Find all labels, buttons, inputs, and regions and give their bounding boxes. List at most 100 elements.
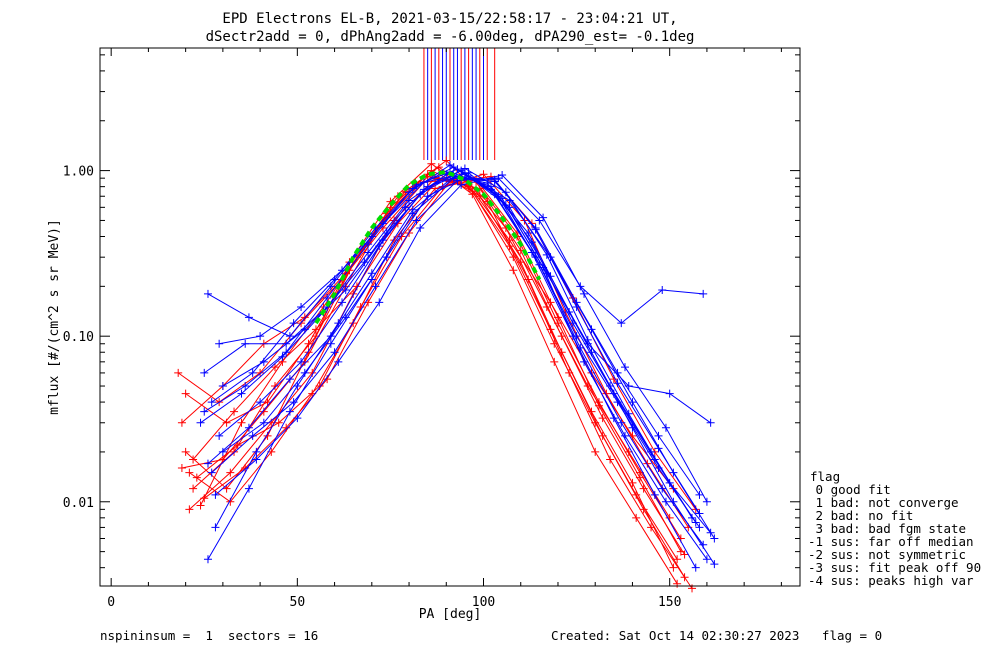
data-point (691, 518, 700, 527)
data-point (300, 325, 309, 334)
legend-title: flag (810, 469, 840, 484)
data-point (326, 339, 335, 348)
data-point (539, 213, 548, 222)
plot-area: 0 50 100 150 0.01 0.10 1.00 (63, 47, 801, 610)
series-blue (211, 171, 711, 506)
x-tick-label: 50 (290, 595, 306, 610)
data-point (405, 188, 414, 197)
flag-legend: flag 0 good fit 1 bad: not converge 2 ba… (808, 469, 981, 588)
footer-left: nspininsum = 1 sectors = 16 (100, 628, 318, 643)
data-point (423, 192, 432, 201)
data-point (364, 248, 373, 257)
data-point (285, 375, 294, 384)
data-point (587, 407, 596, 416)
data-point (546, 272, 555, 281)
data-point (695, 490, 704, 499)
data-point (330, 348, 339, 357)
data-point (226, 468, 235, 477)
data-point (177, 463, 186, 472)
data-point (427, 159, 436, 168)
data-point (498, 171, 507, 180)
data-point (211, 490, 220, 499)
fit-line (314, 169, 542, 325)
series-line (192, 166, 686, 578)
series-line (204, 176, 697, 510)
data-point (568, 332, 577, 341)
axes: 0 50 100 150 0.01 0.10 1.00 (63, 48, 800, 610)
series-blue (203, 172, 704, 518)
data-point (259, 418, 268, 427)
data-point (632, 490, 641, 499)
data-point (371, 282, 380, 291)
data-point (460, 164, 469, 173)
data-point (661, 423, 670, 432)
data-point (572, 303, 581, 312)
data-point (189, 484, 198, 493)
series-line (207, 176, 700, 514)
data-point (174, 368, 183, 377)
series-line (181, 173, 674, 568)
data-point (256, 332, 265, 341)
data-point (259, 407, 268, 416)
data-point (237, 418, 246, 427)
data-point (509, 266, 518, 275)
y-axis-label: mflux [#/(cm^2 s sr MeV)] (47, 219, 62, 415)
legend-item: 3 bad: bad fgm state (808, 521, 966, 536)
data-point (490, 175, 499, 184)
series-line (189, 177, 682, 539)
data-point (621, 363, 629, 372)
data-point (680, 550, 689, 559)
data-point (524, 275, 533, 284)
data-point (632, 513, 641, 522)
data-point (218, 382, 227, 391)
data-point (658, 484, 667, 493)
data-point (215, 431, 224, 440)
data-point (233, 441, 242, 450)
data-point (300, 368, 309, 377)
data-point (654, 444, 663, 453)
data-point (524, 228, 533, 237)
series-lines (174, 156, 719, 593)
data-point (241, 382, 250, 391)
data-point (367, 269, 376, 278)
legend-item: -2 sus: not symmetric (808, 547, 966, 562)
data-point (196, 501, 205, 510)
data-point (654, 431, 663, 440)
y-tick-label: 1.00 (63, 165, 94, 180)
data-point (628, 423, 637, 432)
series-blue (218, 168, 719, 569)
data-point (304, 339, 313, 348)
data-point (691, 563, 700, 572)
data-point (185, 505, 194, 514)
plot-frame (99, 47, 801, 587)
data-point (591, 447, 600, 456)
data-point (248, 368, 257, 377)
data-point (587, 348, 596, 357)
data-point (710, 534, 719, 543)
legend-item: -1 sus: far off median (808, 534, 974, 549)
data-point (710, 560, 719, 569)
data-point (695, 509, 704, 518)
series-red (185, 174, 685, 543)
data-point (207, 398, 216, 407)
data-point (289, 319, 298, 328)
data-point (200, 407, 209, 416)
data-point (230, 447, 239, 456)
data-point (200, 494, 209, 503)
data-point (699, 289, 708, 298)
y-tick-label: 0.10 (63, 330, 94, 345)
data-point (323, 294, 332, 303)
data-point (297, 303, 306, 312)
data-point (658, 286, 667, 295)
series-line (222, 172, 715, 565)
footer-right: Created: Sat Oct 14 02:30:27 2023 flag =… (551, 628, 882, 643)
data-point (606, 455, 615, 464)
legend-item: 2 bad: no fit (808, 508, 913, 523)
data-point (598, 431, 607, 440)
data-point (203, 555, 212, 564)
data-point (282, 423, 291, 432)
data-point (401, 203, 410, 212)
data-point (550, 357, 559, 366)
fit-curve (314, 169, 542, 325)
